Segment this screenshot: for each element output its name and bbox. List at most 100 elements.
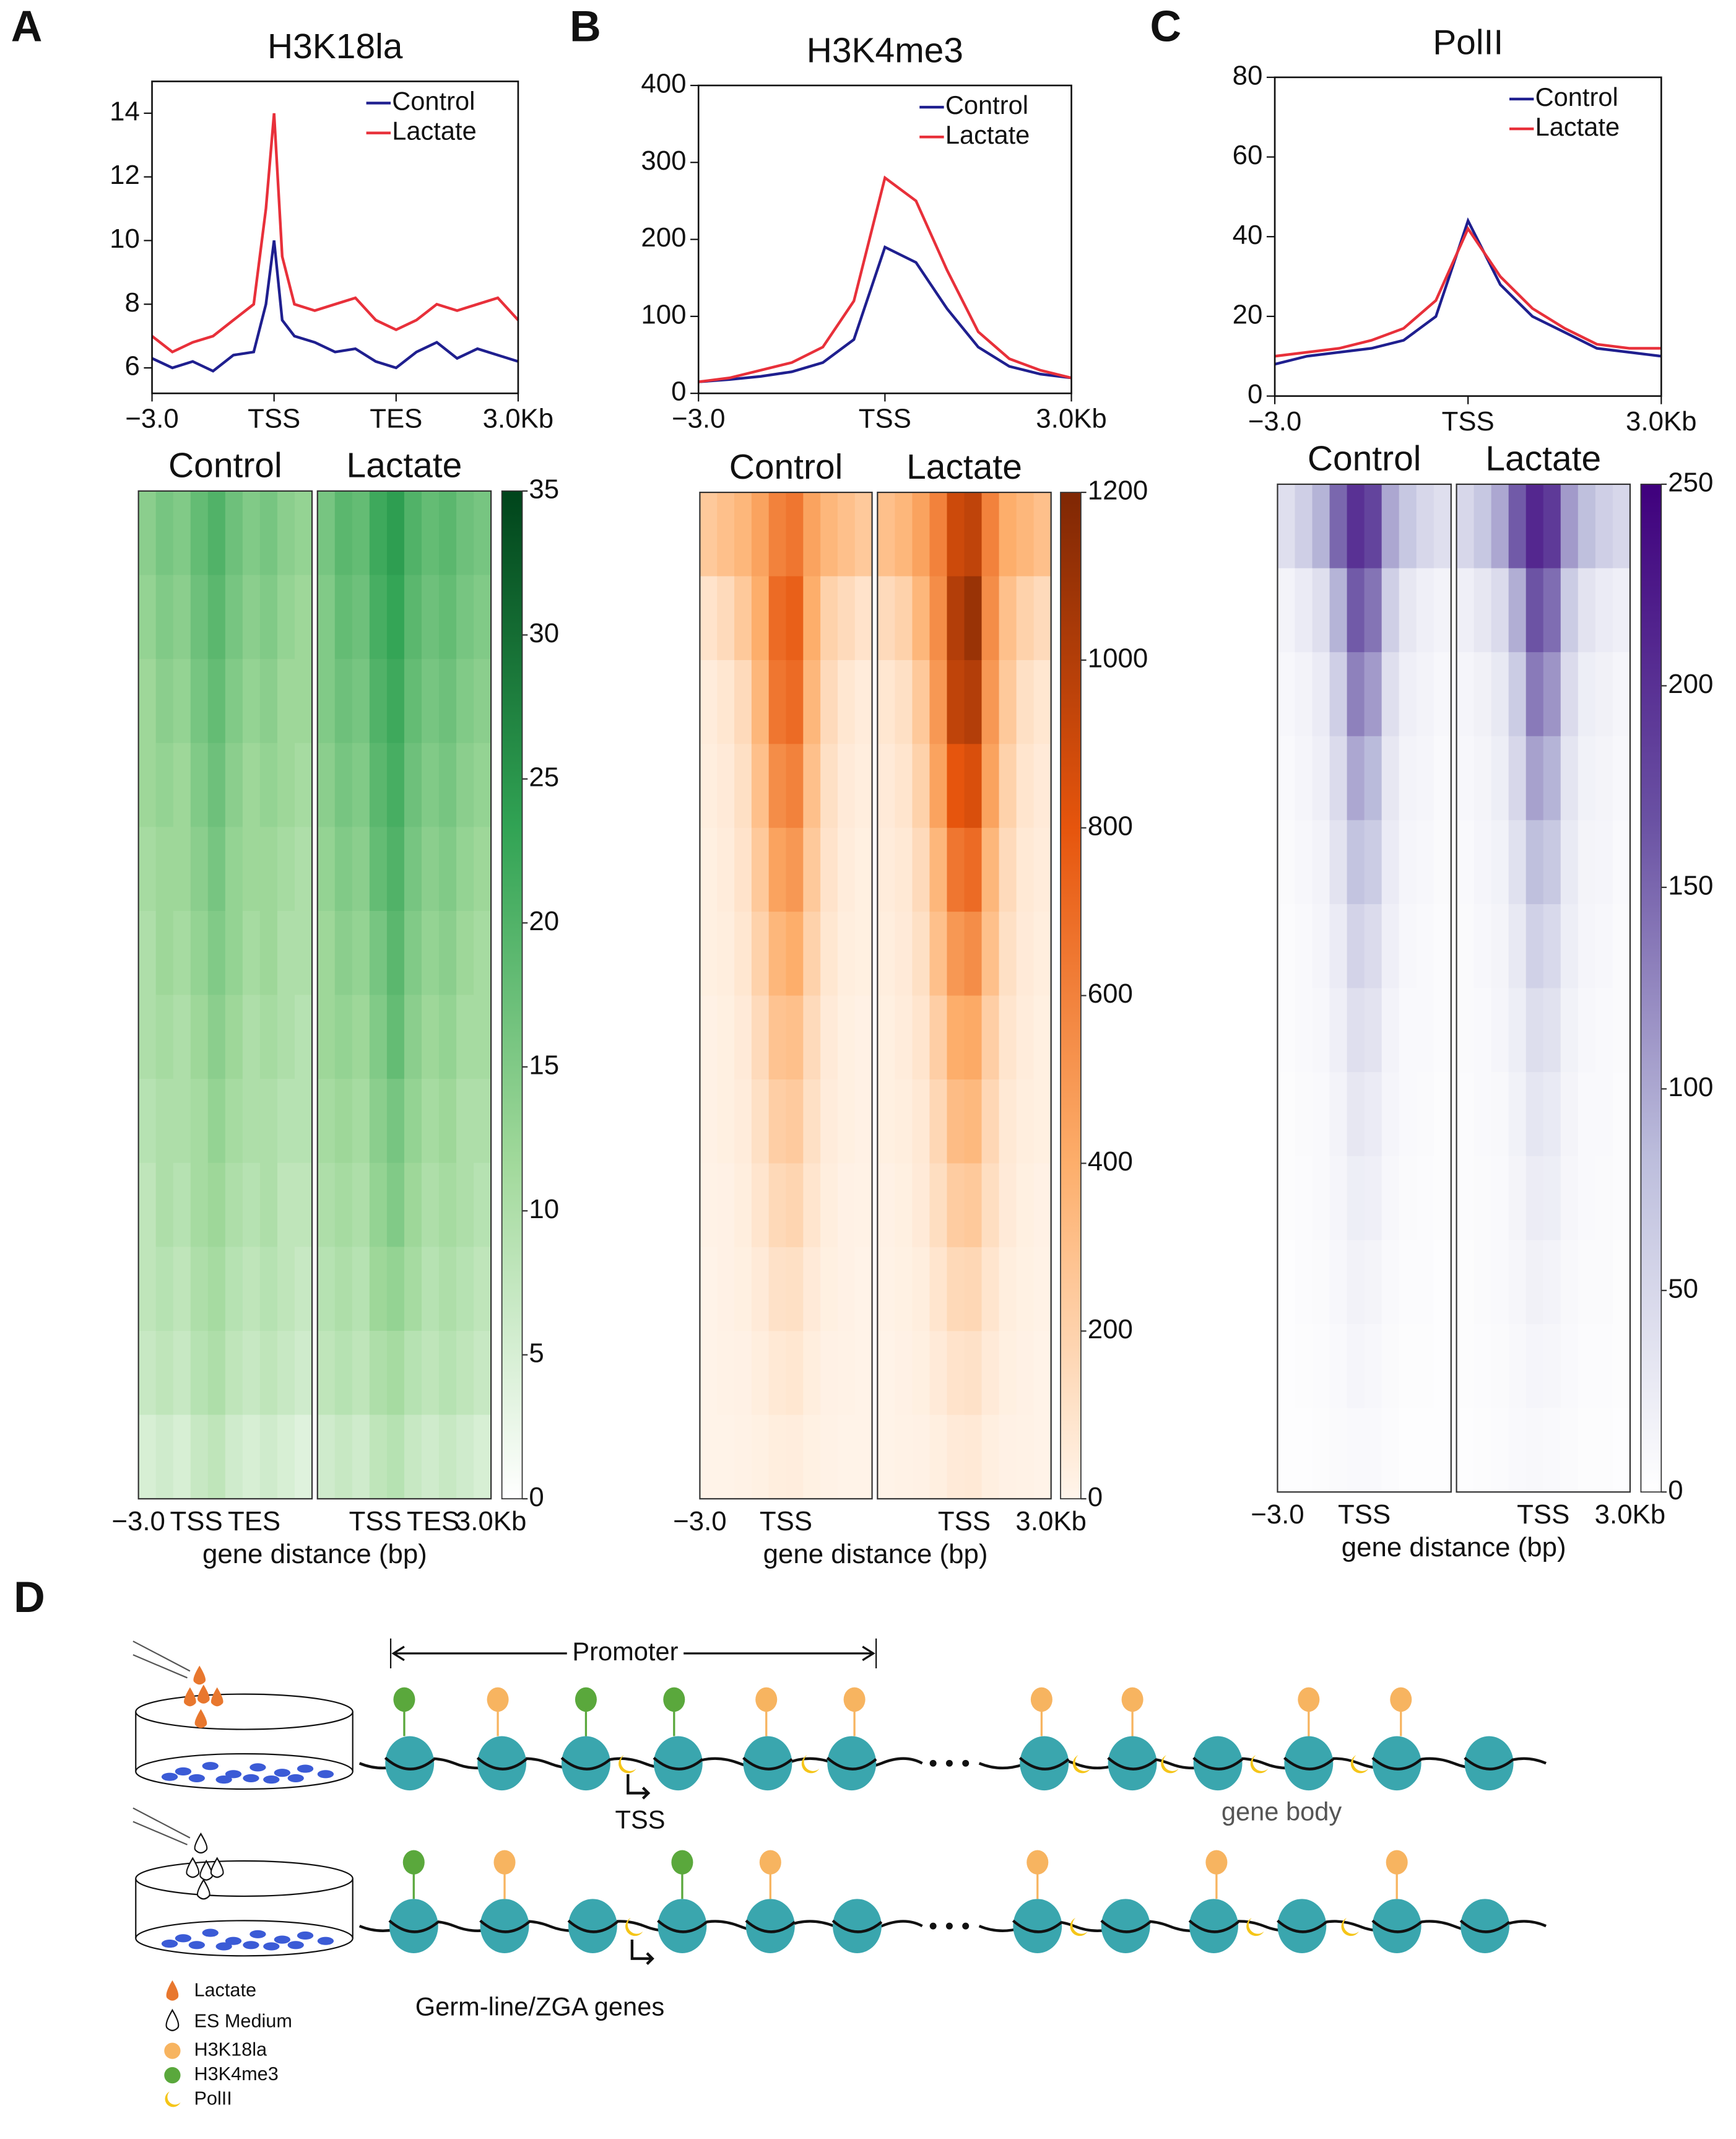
panel-letter: A: [11, 2, 43, 51]
x-tick-label: TSS: [170, 1506, 223, 1536]
heat-cell: [877, 1331, 896, 1416]
heat-cell: [317, 575, 336, 660]
heat-cell: [1578, 988, 1596, 1073]
heat-cell: [947, 1079, 965, 1164]
panel-header: Control: [729, 447, 843, 487]
heat-cell: [786, 1163, 804, 1248]
dna-wrap: [1371, 1756, 1423, 1771]
dna-wrap: [826, 1756, 877, 1771]
nucleosome: [1189, 1899, 1238, 1953]
histone-mark: [755, 1687, 778, 1712]
nucleosome: [385, 1736, 435, 1791]
heat-cell: [242, 827, 261, 912]
heat-cell: [1381, 1072, 1400, 1157]
heat-cell: [929, 912, 948, 996]
heat-cell: [1347, 1240, 1365, 1325]
heat-cell: [1473, 988, 1492, 1073]
histone-mark: [759, 1850, 781, 1875]
heat-cell: [837, 827, 856, 912]
heat-cell: [294, 490, 313, 576]
heat-cell: [768, 576, 787, 661]
heat-cell: [207, 1247, 226, 1331]
dish-top: [135, 1860, 354, 1897]
x-tick-label: −3.0: [111, 1506, 165, 1536]
heat-cell: [225, 575, 243, 660]
heat-cell: [1295, 1324, 1313, 1409]
heat-cell: [317, 910, 336, 996]
heat-cell: [1364, 1324, 1382, 1409]
series-line: [698, 245, 1072, 383]
heat-cell: [1560, 904, 1579, 989]
heat-cell: [1473, 1324, 1492, 1409]
heat-cell: [173, 1414, 191, 1499]
heat-cell: [854, 912, 873, 996]
x-tick-label: TSS: [760, 1506, 812, 1536]
panel-header: Lactate: [347, 446, 462, 486]
heat-cell: [820, 1247, 838, 1332]
heat-cell: [1295, 652, 1313, 737]
colorbar-label: 1000: [1088, 643, 1148, 673]
heat-cell: [768, 1247, 787, 1332]
heat-cell: [1491, 652, 1509, 737]
polii: [1070, 1917, 1088, 1936]
heat-cell: [404, 743, 422, 827]
heat-cell: [700, 660, 718, 745]
heat-cell: [456, 1330, 474, 1416]
heat-cell: [1491, 484, 1509, 569]
heat-cell: [947, 1247, 965, 1332]
nucleosome: [1020, 1736, 1069, 1791]
drop: [197, 1684, 210, 1704]
heat-cell: [1612, 1156, 1631, 1241]
heat-cell: [999, 827, 1017, 912]
dna-wrap: [831, 1919, 883, 1933]
heat-cell: [155, 1162, 174, 1248]
drop: [196, 1878, 210, 1900]
drop: [194, 1709, 207, 1728]
heat-cell: [1399, 652, 1417, 737]
heat-cell: [207, 659, 226, 744]
polii: [1161, 1755, 1179, 1774]
heat-cell: [294, 575, 313, 660]
heat-cell: [1560, 1156, 1579, 1241]
legend-label: Control: [1535, 82, 1618, 111]
heat-cell: [837, 912, 856, 996]
heat-cell: [242, 743, 261, 827]
heat-cell: [964, 492, 983, 577]
heat-cell: [854, 1163, 873, 1248]
drop: [186, 1857, 200, 1878]
heat-cell: [190, 1330, 209, 1416]
heat-cell: [1312, 568, 1330, 653]
heat-cell: [1364, 904, 1382, 989]
heat-cell: [877, 744, 896, 829]
heat-cell: [1033, 660, 1052, 745]
heat-cell: [456, 910, 474, 996]
heat-cell: [1416, 820, 1434, 905]
heat-cell: [734, 576, 752, 661]
heat-cell: [259, 1247, 278, 1331]
heat-cell: [1473, 904, 1492, 989]
heat-cell: [768, 1163, 787, 1248]
heat-cell: [1381, 1240, 1400, 1325]
y-tick-label: 100: [641, 299, 686, 329]
heat-cell: [190, 995, 209, 1079]
heat-cell: [1456, 484, 1475, 569]
cell: [215, 1942, 232, 1951]
heat-cell: [369, 743, 388, 827]
heat-cell: [837, 744, 856, 829]
ellipsis-dot: [945, 1922, 953, 1930]
heat-cell: [1016, 1331, 1035, 1416]
histone-mark: [1030, 1687, 1052, 1712]
heat-cell: [1416, 1156, 1434, 1241]
heat-cell: [877, 1163, 896, 1248]
nucleosome: [1284, 1736, 1334, 1791]
heat-cell: [1491, 1408, 1509, 1492]
heat-cell: [803, 492, 821, 577]
heat-cell: [1364, 1240, 1382, 1325]
heat-cell: [1456, 904, 1475, 989]
heat-cell: [1473, 568, 1492, 653]
heat-cell: [1508, 736, 1527, 821]
heat-cell: [854, 1079, 873, 1164]
heat-cell: [386, 1162, 405, 1248]
y-tick-label: 6: [124, 351, 139, 381]
heat-cell: [1473, 820, 1492, 905]
